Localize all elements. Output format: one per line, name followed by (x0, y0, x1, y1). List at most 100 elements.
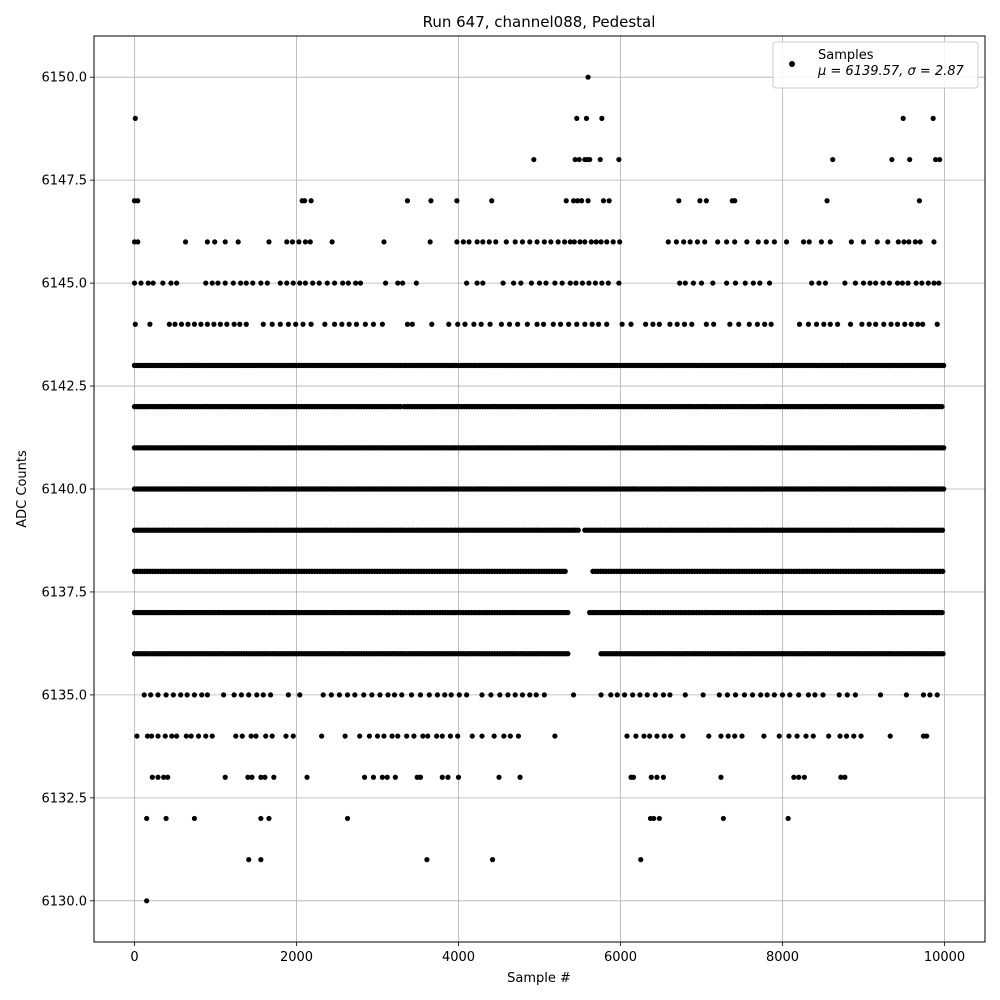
data-point (505, 692, 511, 698)
data-point (501, 733, 507, 739)
data-point (711, 321, 717, 327)
data-point (302, 239, 309, 245)
data-point (665, 239, 671, 245)
y-tick-label: 6132.5 (42, 791, 88, 806)
data-point (434, 733, 440, 739)
data-point (917, 239, 923, 245)
data-point (630, 692, 636, 698)
data-point (262, 774, 268, 780)
data-point (570, 198, 577, 204)
data-point (141, 692, 147, 698)
data-point (370, 321, 377, 327)
data-point (446, 321, 452, 327)
data-point (567, 239, 573, 245)
data-point (366, 733, 372, 739)
data-point (144, 815, 150, 822)
data-point (161, 774, 167, 780)
data-point (818, 239, 824, 245)
data-point (702, 239, 708, 245)
data-point (478, 321, 484, 327)
data-point (195, 733, 202, 739)
data-point (319, 733, 325, 739)
data-point (506, 321, 513, 327)
data-point (718, 733, 724, 739)
data-point (249, 774, 255, 780)
data-point (927, 692, 933, 698)
data-point (178, 321, 185, 327)
data-point (654, 733, 660, 739)
data-point (606, 198, 612, 204)
data-point (599, 280, 605, 286)
data-point (155, 774, 161, 780)
data-point (246, 857, 252, 863)
data-point (592, 280, 598, 286)
data-point (149, 774, 155, 780)
data-point (715, 239, 721, 245)
data-point (527, 239, 533, 245)
data-point (660, 774, 667, 780)
data-point (881, 321, 887, 327)
data-point (710, 280, 716, 286)
data-point (512, 239, 518, 245)
data-point (750, 280, 756, 286)
data-point (165, 774, 171, 780)
data-point (880, 280, 886, 286)
data-point (439, 774, 445, 780)
data-point (550, 321, 556, 327)
data-point (541, 692, 547, 698)
data-point (426, 692, 432, 698)
data-point (574, 115, 580, 121)
data-point (489, 857, 496, 863)
data-point (749, 692, 756, 698)
data-point (579, 198, 585, 204)
data-point (604, 239, 610, 245)
data-point (563, 198, 569, 204)
data-point (188, 733, 194, 739)
data-point (507, 733, 513, 739)
data-point (222, 280, 228, 286)
data-point (744, 239, 750, 245)
data-point (724, 692, 731, 698)
data-point (238, 280, 244, 286)
data-point (800, 239, 807, 245)
data-point (134, 733, 140, 739)
data-point (515, 733, 522, 739)
data-point (480, 239, 486, 245)
data-point (598, 239, 604, 245)
data-point (391, 692, 398, 698)
data-point (489, 198, 495, 204)
data-point (172, 321, 178, 327)
data-point (370, 774, 377, 780)
y-tick-label: 6135.0 (42, 688, 88, 703)
data-point (604, 321, 610, 327)
data-point (238, 692, 245, 698)
data-point (842, 774, 848, 780)
data-point (576, 156, 582, 163)
data-point (698, 280, 705, 286)
data-point (536, 280, 543, 286)
data-point (404, 733, 410, 739)
data-point (454, 239, 460, 245)
data-point (344, 815, 351, 822)
data-point (919, 280, 925, 286)
data-point (135, 239, 141, 245)
data-point (310, 280, 316, 286)
data-point (915, 321, 921, 327)
data-point (585, 198, 591, 204)
data-point (290, 280, 296, 286)
data-point (185, 321, 191, 327)
data-point (235, 239, 241, 245)
data-point (680, 733, 686, 739)
data-point (324, 280, 330, 286)
data-point (724, 280, 730, 286)
data-point (198, 321, 204, 327)
data-point (222, 774, 228, 780)
data-point (633, 733, 639, 739)
data-point (498, 321, 505, 327)
data-point (676, 198, 682, 204)
data-point (389, 733, 395, 739)
data-point (493, 239, 499, 245)
data-point (469, 733, 475, 739)
data-point (827, 321, 833, 327)
data-point (776, 733, 782, 739)
